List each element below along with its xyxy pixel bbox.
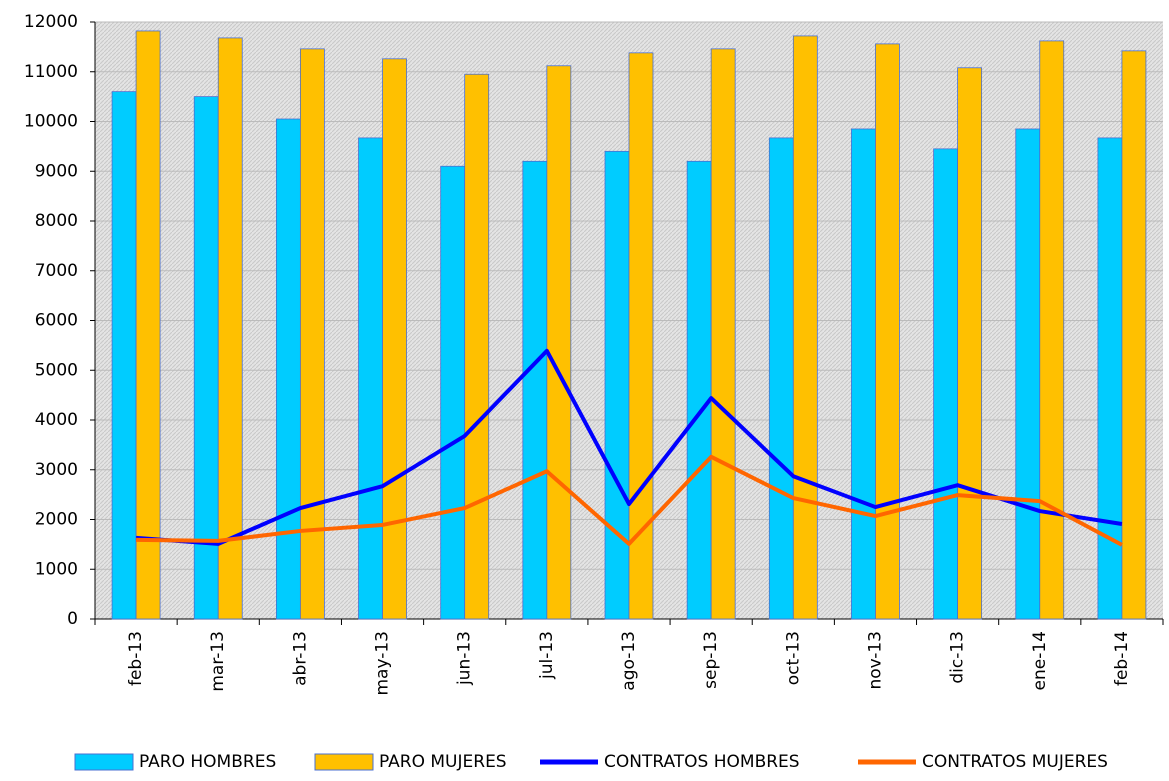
y-tick-label: 8000 bbox=[35, 211, 78, 231]
bar bbox=[604, 150, 630, 620]
x-tick-label: abr-13 bbox=[290, 631, 310, 686]
y-tick-label: 6000 bbox=[35, 311, 78, 331]
legend-label: PARO MUJERES bbox=[379, 752, 507, 772]
y-tick-label: 5000 bbox=[35, 360, 78, 380]
bar bbox=[382, 58, 407, 620]
y-tick-label: 12000 bbox=[24, 12, 78, 32]
bar bbox=[933, 148, 959, 620]
bar bbox=[135, 30, 161, 620]
bar bbox=[686, 160, 712, 620]
bar bbox=[1015, 128, 1041, 620]
line bbox=[136, 454, 1123, 547]
x-tick-label: feb-14 bbox=[1112, 631, 1132, 686]
legend-label: PARO HOMBRES bbox=[139, 752, 276, 772]
x-tick-label: feb-13 bbox=[126, 631, 146, 686]
y-tick-label: 10000 bbox=[24, 112, 78, 132]
y-tick-label: 4000 bbox=[35, 410, 78, 430]
bar bbox=[628, 52, 654, 620]
bar bbox=[1039, 40, 1065, 620]
x-tick-label: sep-13 bbox=[701, 631, 721, 689]
y-tick-label: 1000 bbox=[35, 559, 78, 579]
y-tick-label: 9000 bbox=[35, 161, 78, 181]
x-tick-label: jul-13 bbox=[537, 631, 557, 680]
bar bbox=[275, 118, 301, 620]
bar bbox=[111, 91, 137, 620]
x-tick-label: dic-13 bbox=[948, 631, 968, 684]
y-tick-label: 11000 bbox=[24, 62, 78, 82]
y-tick-label: 3000 bbox=[35, 460, 78, 480]
bar bbox=[217, 37, 243, 620]
x-tick-label: mar-13 bbox=[208, 631, 228, 692]
y-tick-label: 7000 bbox=[35, 261, 78, 281]
bar bbox=[875, 43, 900, 620]
legend-label: CONTRATOS HOMBRES bbox=[604, 752, 800, 772]
bar bbox=[546, 65, 572, 620]
x-tick-label: ago-13 bbox=[619, 631, 639, 691]
line bbox=[135, 348, 1123, 546]
legend-label: CONTRATOS MUJERES bbox=[922, 752, 1108, 772]
bar bbox=[957, 67, 983, 620]
bar bbox=[299, 48, 325, 620]
x-tick-label: oct-13 bbox=[783, 631, 803, 685]
x-tick-label: nov-13 bbox=[865, 631, 885, 690]
bar bbox=[792, 35, 818, 620]
x-tick-label: may-13 bbox=[373, 631, 393, 696]
x-tick-label: jun-13 bbox=[455, 631, 475, 686]
bar bbox=[1121, 50, 1147, 620]
bar bbox=[710, 48, 736, 620]
bar bbox=[440, 165, 466, 620]
bar bbox=[1097, 137, 1123, 620]
y-tick-label: 2000 bbox=[35, 510, 78, 530]
bar bbox=[522, 160, 548, 620]
bar bbox=[768, 137, 794, 620]
legend-swatch bbox=[74, 753, 134, 771]
y-tick-label: 0 bbox=[67, 609, 78, 629]
bar bbox=[464, 73, 490, 620]
bar bbox=[193, 96, 219, 620]
bar bbox=[851, 128, 876, 620]
legend-swatch bbox=[314, 753, 374, 771]
bar bbox=[358, 137, 383, 620]
x-tick-label: ene-14 bbox=[1030, 631, 1050, 690]
